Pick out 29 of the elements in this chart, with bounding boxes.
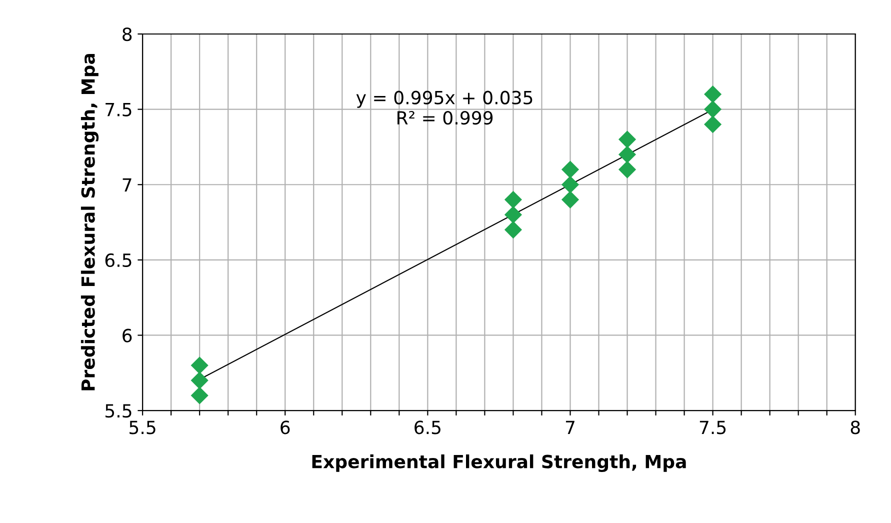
y-tick-label: 5.5 bbox=[106, 404, 132, 418]
point bbox=[618, 130, 636, 148]
point bbox=[618, 146, 636, 164]
y-axis-title: Predicted Flexural Strength, Mpa bbox=[80, 54, 99, 390]
y-tick-label: 7.5 bbox=[106, 103, 132, 116]
y-tick-label: 6.5 bbox=[105, 253, 132, 268]
point bbox=[704, 100, 722, 118]
point bbox=[704, 85, 722, 104]
point bbox=[190, 356, 208, 374]
point bbox=[561, 190, 580, 208]
point bbox=[561, 160, 580, 178]
y-tick-label: 8 bbox=[122, 27, 132, 42]
point bbox=[190, 386, 208, 404]
y-tick-label: 6 bbox=[122, 328, 132, 342]
annotation: y = 0.995x + 0.035 R² = 0.999 bbox=[356, 90, 532, 125]
x-tick-label: 8 bbox=[850, 420, 860, 434]
x-tick-label: 6.5 bbox=[414, 420, 440, 434]
y-tick-label: 7 bbox=[122, 178, 132, 192]
point bbox=[504, 221, 522, 239]
point bbox=[618, 160, 636, 178]
x-tick-label: 7.5 bbox=[700, 420, 726, 434]
x-axis-title: Experimental Flexural Strength, Mpa bbox=[312, 454, 686, 472]
point bbox=[561, 176, 580, 194]
point bbox=[190, 372, 208, 390]
x-tick-label: 6 bbox=[280, 420, 290, 434]
x-tick-label: 7 bbox=[566, 420, 574, 434]
point bbox=[504, 190, 522, 208]
point bbox=[504, 206, 522, 224]
point bbox=[704, 116, 722, 134]
